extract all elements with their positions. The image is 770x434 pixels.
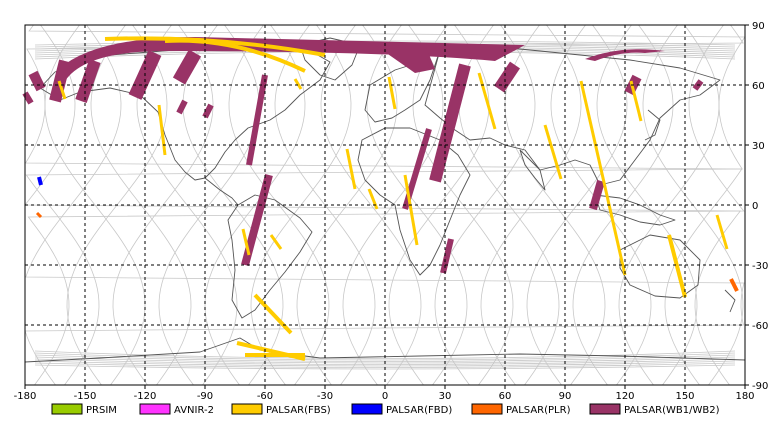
orbit-track (44, 24, 146, 386)
polar-track (34, 350, 736, 359)
swath-wb (176, 99, 188, 115)
swath-fbs (387, 76, 397, 110)
greenland-outline (299, 37, 361, 81)
swath-wb (75, 59, 101, 103)
asia-outline (424, 44, 721, 186)
swath-fbs (367, 188, 379, 210)
legend-swatch (139, 403, 171, 415)
swath-fbs (157, 104, 167, 156)
x-tick-label: -60 (257, 391, 273, 402)
swath-plr (729, 278, 739, 292)
central-america-outline (204, 177, 239, 206)
swath-wb-north-arc (585, 49, 665, 61)
x-tick-label: 0 (382, 391, 388, 402)
legend-label: PALSAR(WB1/WB2) (624, 405, 720, 416)
swath-fbs (269, 234, 283, 250)
legend-swatch (231, 403, 263, 415)
australia-outline (619, 234, 701, 299)
legend-swatch (471, 403, 503, 415)
swath-fbs (253, 293, 293, 335)
x-tick-label: -30 (317, 391, 333, 402)
swath-fbs (579, 80, 627, 276)
africa-outline (357, 127, 471, 276)
orbit-track (434, 24, 536, 386)
swath-wb (202, 103, 214, 119)
legend-swatch (351, 403, 383, 415)
polar-track (34, 358, 736, 365)
graticule (25, 25, 745, 385)
swath-wb (172, 49, 202, 85)
orbit-track (182, 24, 284, 386)
legend: PRSIM AVNIR-2 PALSAR(FBS) PALSAR(FBD) PALSAR… (51, 403, 720, 416)
x-tick-label: 150 (675, 391, 694, 402)
swath-wb (246, 74, 268, 166)
swath-wb (589, 179, 605, 211)
swath-fbs (241, 228, 251, 256)
swath-fbd (37, 176, 43, 186)
new-zealand-outline (724, 289, 736, 313)
orbit-track (320, 24, 422, 386)
swath-fbs (667, 234, 687, 298)
swath-wb-europe (375, 45, 435, 73)
x-tick-label: 120 (615, 391, 634, 402)
swath-fbs (543, 124, 563, 180)
swath-plr (35, 211, 43, 219)
swath-wb (440, 238, 454, 274)
legend-label: PRSIM (86, 405, 117, 416)
japan-outline (644, 109, 661, 141)
x-tick-label: 90 (559, 391, 572, 402)
x-tick-label: -120 (134, 391, 157, 402)
legend-swatch (589, 403, 621, 415)
legend-label: AVNIR-2 (174, 405, 214, 416)
legend-label: PALSAR(PLR) (506, 405, 571, 416)
orbit-track (572, 24, 674, 386)
legend-label: PALSAR(FBS) (266, 405, 331, 416)
south-america-outline (227, 194, 313, 319)
y-tick-label: -60 (752, 321, 768, 332)
swath-fbs (345, 148, 357, 190)
x-tick-label: 30 (439, 391, 452, 402)
swath-fbs (57, 80, 67, 100)
x-tick-label: -180 (14, 391, 37, 402)
orbit-track (296, 24, 398, 386)
polar-track (34, 360, 736, 367)
swath-wb (429, 63, 471, 183)
legend-swatch (51, 403, 83, 415)
y-tick-label: -90 (752, 381, 768, 392)
x-tick-label: -150 (74, 391, 97, 402)
longitude-axis: -180 -150 -120 -90 -60 -30 0 30 60 90 120 150 180 (14, 385, 755, 402)
swath-fbs (293, 78, 303, 90)
orbit-track (24, 24, 745, 386)
indian-subcontinent-outline (519, 149, 546, 191)
swath-wb (22, 91, 34, 105)
swath-fbs (629, 80, 643, 122)
y-tick-label: 90 (752, 21, 765, 32)
x-tick-label: -90 (197, 391, 213, 402)
x-tick-label: 60 (499, 391, 512, 402)
y-tick-label: 60 (752, 81, 765, 92)
swath-fbs (403, 174, 419, 246)
orbit-track (158, 24, 260, 386)
y-tick-label: 0 (752, 201, 758, 212)
legend-label: PALSAR(FBD) (386, 405, 452, 416)
swath-fbs (715, 214, 729, 250)
swath-wb (28, 70, 46, 92)
swath-fbs-north (164, 38, 306, 73)
x-tick-label: 180 (735, 391, 754, 402)
swath-fbs (477, 72, 497, 130)
orbit-track (596, 24, 698, 386)
y-tick-label: -30 (752, 261, 768, 272)
latitude-axis: 90 60 30 0 -30 -60 -90 (745, 21, 768, 392)
y-tick-label: 30 (752, 141, 765, 152)
